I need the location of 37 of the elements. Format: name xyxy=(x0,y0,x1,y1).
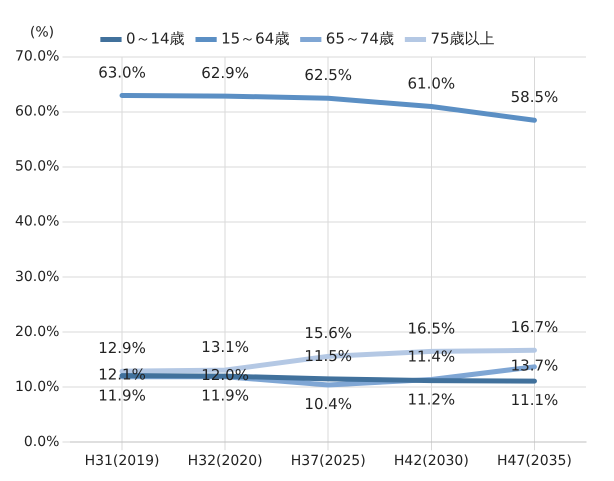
data-label: 15.6% xyxy=(304,324,352,342)
y-tick-label: 40.0% xyxy=(14,214,60,230)
data-label: 10.4% xyxy=(304,394,352,413)
legend-label: 0～14歳 xyxy=(126,29,185,48)
data-label: 13.1% xyxy=(201,338,249,356)
data-label: 11.1% xyxy=(510,391,558,410)
data-label: 12.9% xyxy=(98,339,146,358)
data-label: 16.5% xyxy=(408,319,456,338)
data-label: 61.0% xyxy=(408,74,456,92)
y-tick-label: 60.0% xyxy=(14,104,60,120)
y-tick-label: 30.0% xyxy=(14,268,60,285)
data-label: 62.5% xyxy=(304,66,352,84)
y-tick-label: 50.0% xyxy=(14,158,60,175)
data-label: 11.5% xyxy=(304,346,352,365)
y-tick-label: 10.0% xyxy=(14,378,60,395)
data-label: 63.0% xyxy=(98,63,146,82)
data-label: 58.5% xyxy=(510,88,558,106)
legend-label: 15～64歳 xyxy=(221,29,290,48)
data-label: 16.7% xyxy=(510,318,558,336)
x-tick-label: H47(2035) xyxy=(496,453,572,470)
y-tick-label: 70.0% xyxy=(14,48,60,65)
data-label: 12.1% xyxy=(98,366,146,384)
data-label: 11.4% xyxy=(408,347,456,366)
x-tick-label: H42(2030) xyxy=(394,453,469,470)
y-tick-label: 20.0% xyxy=(14,324,60,340)
x-tick-label: H37(2025) xyxy=(290,453,366,470)
y-axis-title: (%) xyxy=(30,24,54,41)
data-label: 62.9% xyxy=(201,64,249,82)
legend-label: 65～74歳 xyxy=(326,29,394,48)
data-label: 13.7% xyxy=(510,356,558,375)
data-label: 11.9% xyxy=(98,386,146,405)
legend-label: 75歳以上 xyxy=(430,29,495,48)
data-label: 11.9% xyxy=(201,386,249,405)
x-tick-label: H32(2020) xyxy=(188,453,263,470)
y-tick-label: 0.0% xyxy=(24,434,60,450)
x-tick-label: H31(2019) xyxy=(84,453,160,470)
data-label: 11.2% xyxy=(408,390,456,408)
